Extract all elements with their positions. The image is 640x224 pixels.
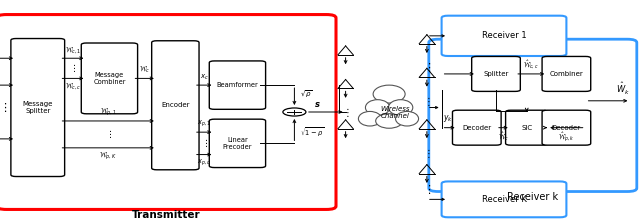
Text: $\mathcal{W}_c$: $\mathcal{W}_c$ [139, 65, 150, 75]
Text: $x_{p,c}$: $x_{p,c}$ [197, 157, 211, 168]
Text: $\vdots$: $\vdots$ [423, 61, 431, 74]
Text: $\boldsymbol{s}$: $\boldsymbol{s}$ [314, 100, 320, 109]
Ellipse shape [365, 100, 390, 115]
FancyBboxPatch shape [209, 119, 266, 168]
Text: $\hat{\mathcal{W}}_{c,c}$: $\hat{\mathcal{W}}_{c,c}$ [524, 59, 539, 71]
FancyBboxPatch shape [442, 181, 566, 217]
Text: Message
Splitter: Message Splitter [22, 101, 53, 114]
Text: $\mathcal{W}_{c,1}$: $\mathcal{W}_{c,1}$ [65, 45, 81, 55]
Text: $\vdots$: $\vdots$ [105, 128, 111, 140]
Text: $\hat{\mathcal{W}}_c$: $\hat{\mathcal{W}}_c$ [498, 130, 509, 143]
Text: $x_c$: $x_c$ [200, 73, 209, 82]
Text: $\vdots$: $\vdots$ [201, 137, 207, 149]
Text: Decoder: Decoder [462, 125, 492, 131]
Ellipse shape [396, 112, 419, 126]
Text: Receiver 1: Receiver 1 [482, 31, 526, 40]
FancyBboxPatch shape [11, 39, 65, 177]
Text: $\vdots$: $\vdots$ [423, 147, 431, 160]
Text: $\sqrt{1-\rho}$: $\sqrt{1-\rho}$ [300, 125, 324, 139]
Text: $\sqrt{\rho}$: $\sqrt{\rho}$ [300, 88, 312, 100]
Ellipse shape [376, 114, 403, 128]
Text: Message
Combiner: Message Combiner [93, 72, 125, 85]
Text: $\vdots$: $\vdots$ [0, 101, 7, 114]
FancyBboxPatch shape [442, 16, 566, 56]
Text: Receiver K: Receiver K [481, 195, 527, 204]
Text: Decoder: Decoder [552, 125, 581, 131]
FancyBboxPatch shape [152, 41, 199, 170]
Ellipse shape [373, 85, 405, 103]
Text: Splitter: Splitter [483, 71, 509, 77]
Text: $\vdots$: $\vdots$ [342, 106, 349, 118]
FancyBboxPatch shape [429, 39, 637, 192]
Text: $y_k$: $y_k$ [443, 113, 453, 124]
Text: $\vdots$: $\vdots$ [423, 95, 431, 108]
Text: Receiver k: Receiver k [508, 192, 558, 202]
Text: $\mathcal{W}_{p,K}$: $\mathcal{W}_{p,K}$ [99, 151, 117, 162]
Text: $\mathcal{W}_{p,1}$: $\mathcal{W}_{p,1}$ [100, 107, 116, 118]
Text: Wireless
Channel: Wireless Channel [381, 106, 410, 118]
Text: Beamformer: Beamformer [216, 82, 259, 88]
FancyBboxPatch shape [452, 110, 501, 145]
FancyBboxPatch shape [472, 56, 520, 91]
Ellipse shape [358, 112, 381, 126]
Text: $x_{p,1}$: $x_{p,1}$ [197, 119, 211, 129]
Text: SIC: SIC [521, 125, 532, 131]
Text: Linear
Precoder: Linear Precoder [223, 137, 252, 150]
Text: Combiner: Combiner [550, 71, 583, 77]
Text: $\hat{\mathcal{W}}_{p,k}$: $\hat{\mathcal{W}}_{p,k}$ [558, 130, 575, 144]
Text: Transmitter: Transmitter [132, 210, 201, 220]
Text: $\vdots$: $\vdots$ [423, 183, 431, 196]
Text: $\hat{W}_k$: $\hat{W}_k$ [616, 81, 630, 97]
FancyBboxPatch shape [81, 43, 138, 114]
FancyBboxPatch shape [209, 61, 266, 109]
Ellipse shape [388, 100, 413, 115]
FancyBboxPatch shape [542, 110, 591, 145]
Text: $\mathcal{W}_{c,c}$: $\mathcal{W}_{c,c}$ [65, 81, 81, 91]
FancyBboxPatch shape [542, 56, 591, 91]
FancyBboxPatch shape [0, 15, 336, 209]
Text: $\vdots$: $\vdots$ [70, 62, 76, 74]
Text: Encoder: Encoder [161, 102, 189, 108]
FancyBboxPatch shape [506, 110, 548, 145]
